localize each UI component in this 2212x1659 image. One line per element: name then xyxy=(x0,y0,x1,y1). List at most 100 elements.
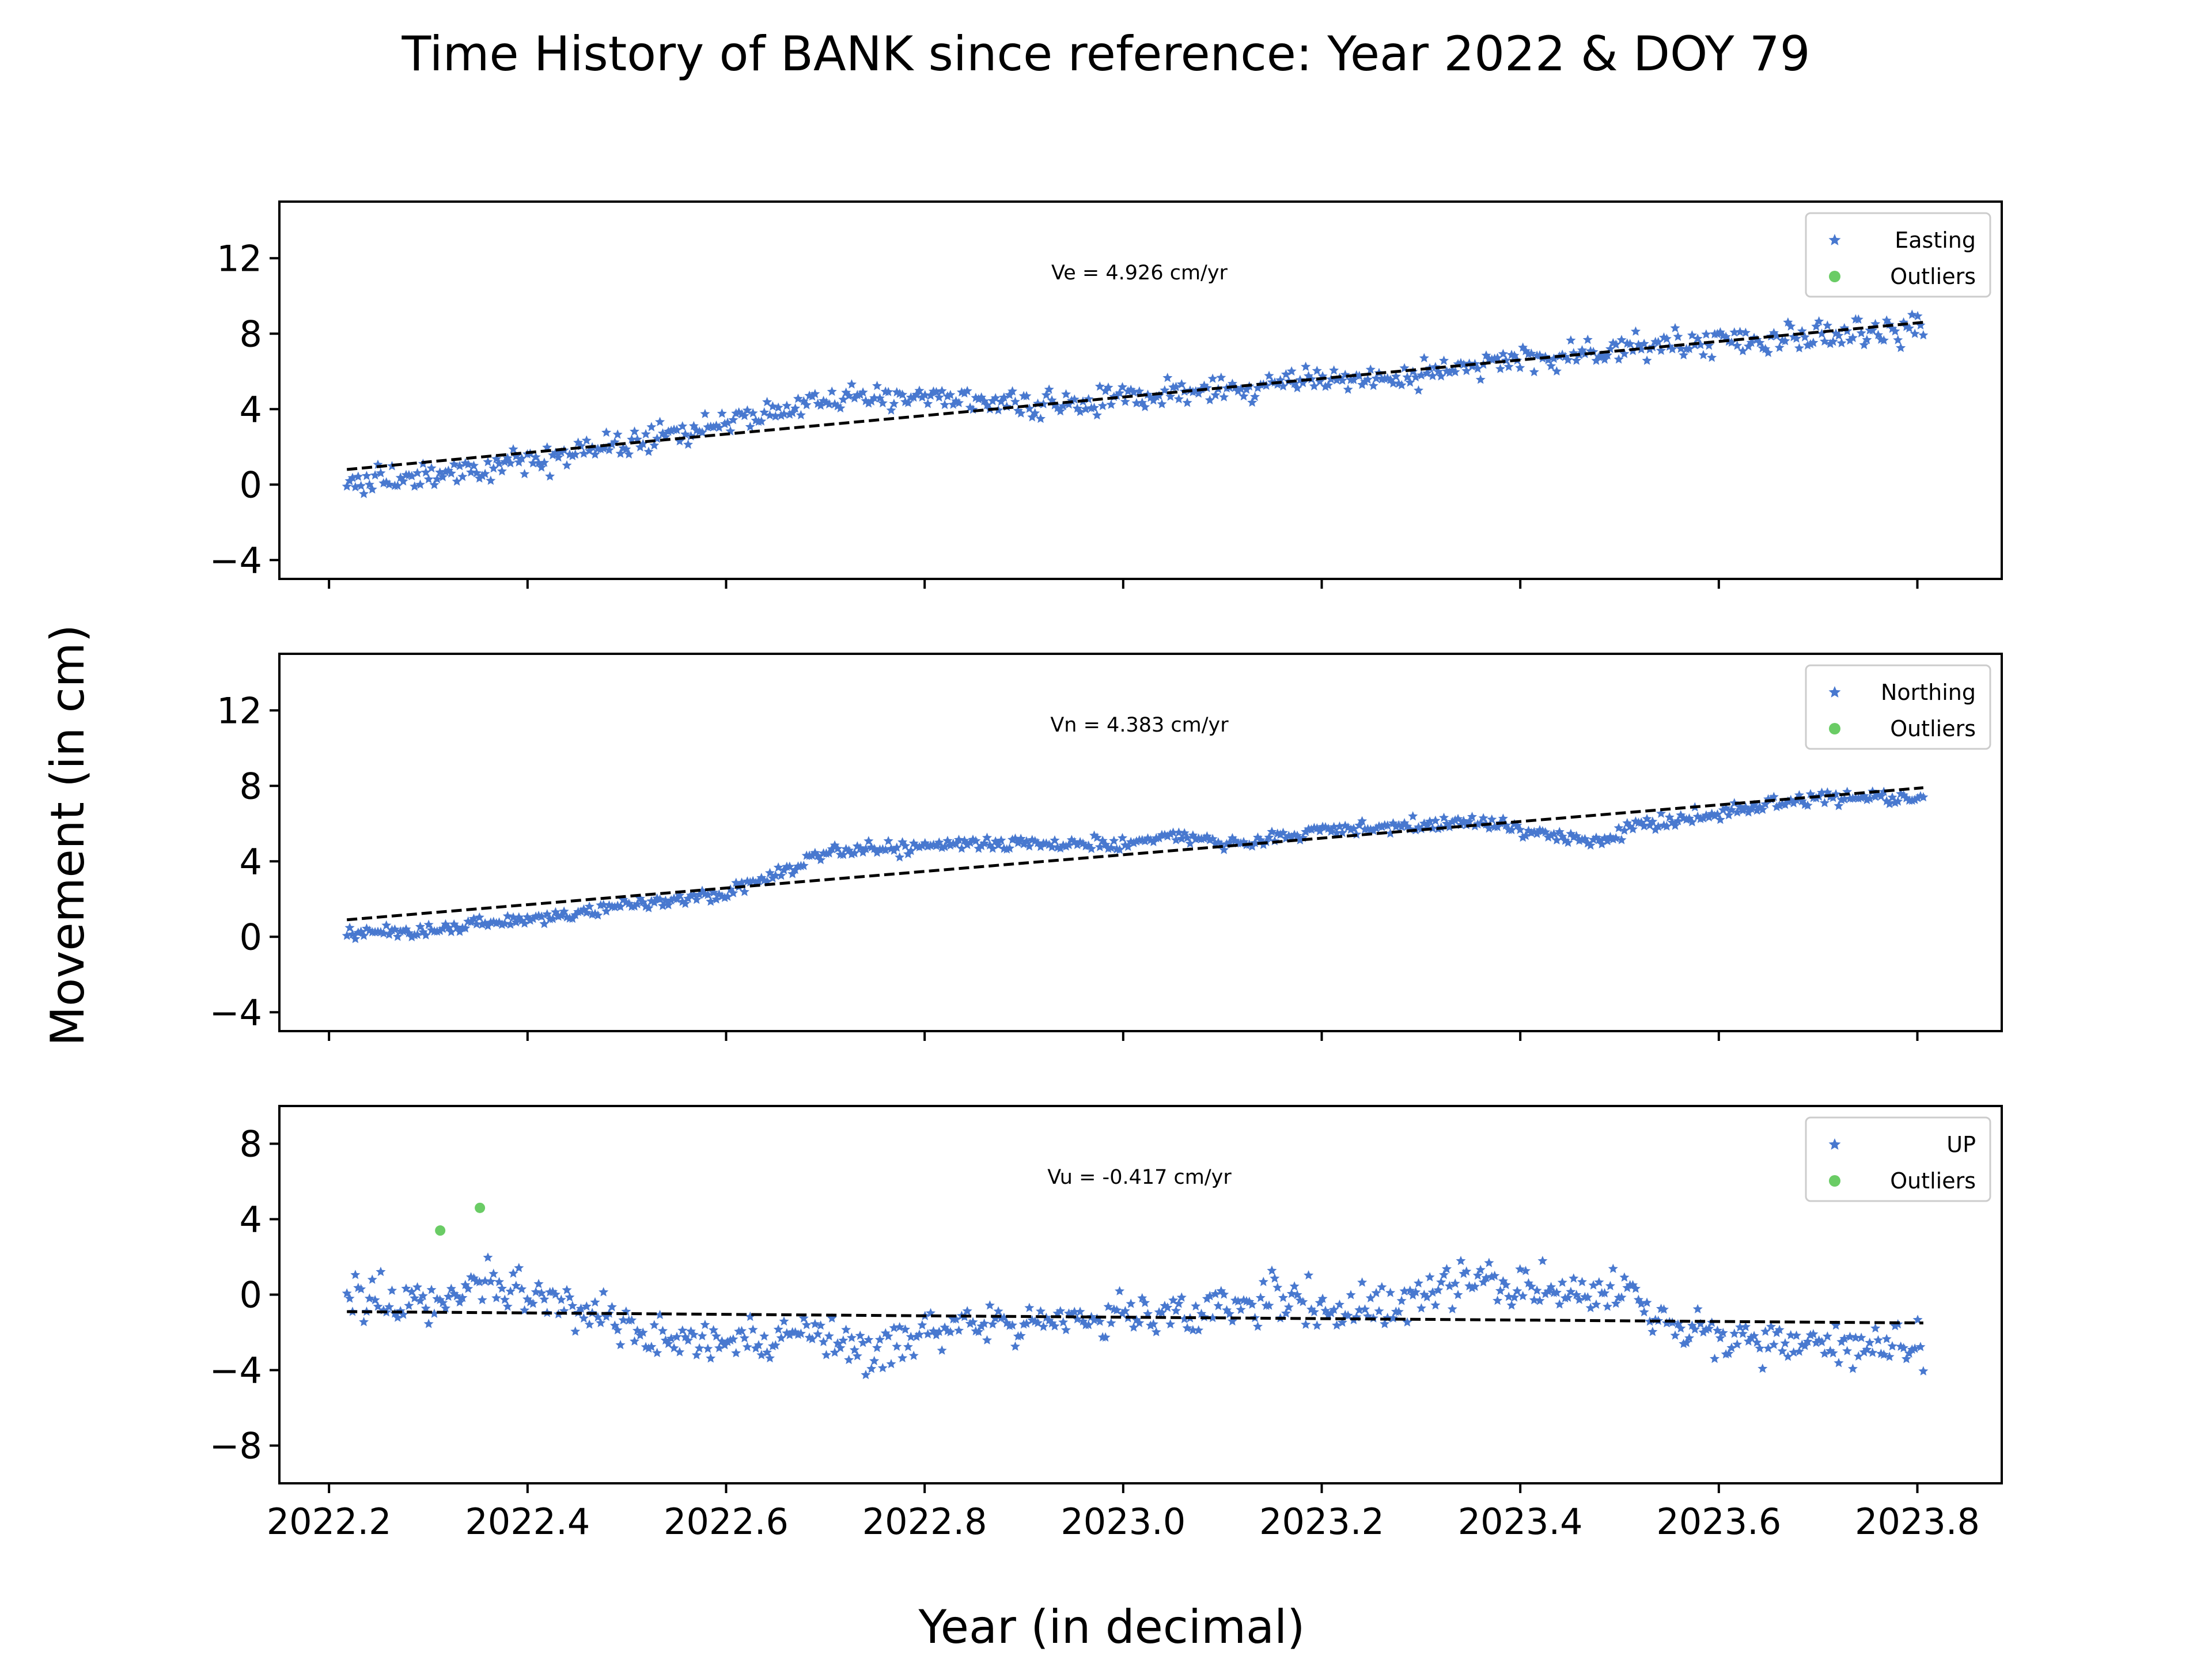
data-point xyxy=(920,390,930,400)
easting-fit-line xyxy=(346,321,1924,471)
data-point xyxy=(807,391,817,401)
data-point xyxy=(1103,843,1113,853)
data-point xyxy=(706,1353,716,1363)
y-tick-label: 0 xyxy=(240,916,262,958)
data-point xyxy=(968,1317,978,1327)
data-point xyxy=(722,1336,733,1346)
data-point xyxy=(1853,1351,1863,1361)
data-point xyxy=(790,1327,801,1337)
data-point xyxy=(421,1303,431,1313)
data-point xyxy=(1179,828,1190,838)
data-point xyxy=(376,468,386,478)
data-point xyxy=(1050,835,1060,845)
data-point xyxy=(1151,1327,1161,1336)
data-point xyxy=(1055,843,1066,853)
data-point xyxy=(1225,1309,1235,1319)
data-point xyxy=(1115,844,1125,854)
data-point xyxy=(987,843,998,853)
data-point xyxy=(1718,1328,1728,1338)
data-point xyxy=(1171,835,1181,844)
data-point xyxy=(979,838,990,848)
data-point xyxy=(877,1363,888,1373)
data-point xyxy=(367,484,377,494)
data-point xyxy=(1636,817,1646,827)
data-point xyxy=(1475,1264,1486,1274)
data-point xyxy=(486,1276,496,1286)
data-point xyxy=(1337,375,1347,385)
data-point xyxy=(1619,349,1630,358)
data-point xyxy=(1495,1285,1506,1296)
data-point xyxy=(1258,1277,1268,1286)
data-point xyxy=(1405,377,1415,387)
data-point xyxy=(1811,321,1821,331)
data-point xyxy=(1521,1266,1531,1275)
data-point xyxy=(1774,1324,1785,1334)
data-point xyxy=(1301,361,1311,371)
data-point xyxy=(1134,1317,1145,1328)
data-point xyxy=(722,417,733,427)
data-point xyxy=(1247,841,1257,851)
data-point xyxy=(987,1319,998,1329)
data-point xyxy=(576,906,586,916)
data-point xyxy=(1329,365,1339,375)
data-point xyxy=(1010,1341,1020,1351)
data-point xyxy=(350,482,361,491)
data-point xyxy=(1140,836,1150,846)
data-point xyxy=(1128,387,1139,397)
data-point xyxy=(381,920,392,930)
data-point xyxy=(770,870,781,880)
data-point xyxy=(657,900,668,910)
data-point xyxy=(869,392,880,403)
data-point xyxy=(446,468,456,478)
data-point xyxy=(1729,1328,1740,1338)
data-point xyxy=(491,918,502,927)
data-point xyxy=(1698,350,1709,359)
data-point xyxy=(1323,1310,1334,1320)
data-point xyxy=(1661,1318,1672,1328)
data-point xyxy=(1346,1290,1356,1300)
data-point xyxy=(649,440,660,450)
data-point xyxy=(697,1331,707,1340)
data-point xyxy=(1337,1317,1347,1327)
data-point xyxy=(1371,1287,1381,1297)
data-point xyxy=(767,873,778,882)
data-point xyxy=(378,478,389,488)
data-point xyxy=(1450,815,1460,825)
data-point xyxy=(1044,384,1054,394)
data-point xyxy=(1210,1289,1221,1298)
data-point xyxy=(1670,820,1680,830)
data-point xyxy=(1786,1330,1796,1340)
data-point xyxy=(398,476,408,486)
data-point xyxy=(1822,320,1832,330)
data-point xyxy=(1357,816,1368,825)
data-point xyxy=(415,1296,425,1305)
data-point xyxy=(1447,816,1457,827)
data-point xyxy=(652,1347,662,1357)
data-point xyxy=(1357,1277,1368,1287)
data-point xyxy=(615,448,626,458)
data-point xyxy=(356,1284,366,1294)
data-point xyxy=(1493,353,1503,362)
data-point xyxy=(423,1319,434,1328)
data-point xyxy=(596,1317,606,1327)
data-point xyxy=(497,919,507,929)
data-point xyxy=(1611,833,1621,843)
data-point xyxy=(1732,340,1743,350)
data-point xyxy=(1126,1298,1136,1308)
data-point xyxy=(1529,366,1539,377)
data-point xyxy=(350,934,361,944)
northing-x-ticks xyxy=(328,1031,1919,1041)
data-point xyxy=(342,930,352,940)
data-point xyxy=(1326,374,1336,384)
data-point xyxy=(1097,400,1108,410)
data-point xyxy=(666,425,676,435)
data-point xyxy=(460,923,471,933)
data-point xyxy=(1749,1331,1759,1340)
data-point xyxy=(1743,807,1753,817)
data-point xyxy=(962,385,972,396)
data-point xyxy=(429,479,440,490)
legend-label-up: UP xyxy=(1946,1132,1976,1157)
data-point xyxy=(361,471,372,480)
data-point xyxy=(838,849,849,859)
